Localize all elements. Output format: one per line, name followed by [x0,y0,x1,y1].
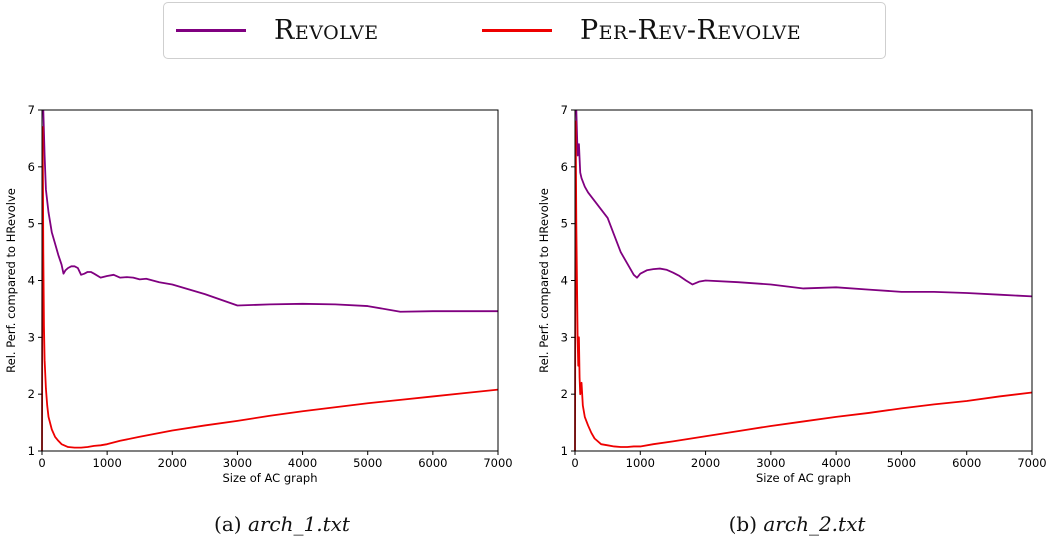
y-tick-label: 5 [561,217,568,231]
y-tick-label: 3 [561,330,568,344]
y-tick-label: 2 [28,387,35,401]
x-tick-label: 3000 [756,456,785,470]
y-tick-label: 1 [28,444,35,458]
x-tick-label: 4000 [288,456,317,470]
y-tick-label: 1 [561,444,568,458]
legend-label-per-rev-revolve: Per-Rev-Revolve [580,15,802,46]
series-line-per-rev-revolve [41,126,499,452]
caption-b: (b) arch_2.txt [729,512,866,536]
y-tick-label: 3 [28,330,35,344]
legend-swatch-revolve [176,29,246,32]
legend-label-revolve: Revolve [274,15,379,46]
caption-a-tag: (a) [214,512,242,536]
caption-b-tag: (b) [728,512,758,536]
x-tick-label: 1000 [93,456,122,470]
y-tick-label: 6 [561,160,568,174]
x-tick-label: 6000 [418,456,447,470]
x-tick-label: 6000 [952,456,981,470]
y-tick-label: 6 [28,160,35,174]
x-tick-label: 2000 [691,456,720,470]
x-axis-title: Size of AC graph [222,471,317,485]
y-tick-label: 4 [561,274,568,288]
x-tick-label: 1000 [626,456,655,470]
x-tick-label: 3000 [223,456,252,470]
y-tick-label: 5 [28,217,35,231]
series-line-per-rev-revolve [574,120,1033,452]
legend-item-per-rev-revolve: Per-Rev-Revolve [482,3,801,58]
x-tick-label: 0 [38,456,45,470]
y-tick-label: 2 [561,387,568,401]
y-tick-label: 7 [28,103,35,117]
chart-panel-b: 0 1000 2000 3000 4000 5000 6000 7000 1 2 3 4 5 6 7 Size… [537,103,1047,485]
legend: Revolve Per-Rev-Revolve [163,2,886,59]
caption-b-file: arch_2.txt [763,512,866,536]
y-axis-title: Rel. Perf. compared to HRevolve [537,188,551,373]
x-tick-label: 2000 [158,456,187,470]
y-axis-title: Rel. Perf. compared to HRevolve [4,188,18,373]
x-tick-label: 7000 [1017,456,1046,470]
x-tick-label: 5000 [887,456,916,470]
x-tick-label: 0 [571,456,578,470]
caption-a-file: arch_1.txt [247,512,350,536]
x-axis-title: Size of AC graph [756,471,851,485]
legend-item-revolve: Revolve [176,3,379,58]
x-tick-label: 4000 [822,456,851,470]
series-line-revolve [575,109,1033,298]
legend-swatch-per-rev-revolve [482,29,552,32]
plot-frame [41,109,499,452]
y-tick-label: 4 [28,274,35,288]
caption-a: (a) arch_1.txt [214,512,350,536]
y-tick-label: 7 [561,103,568,117]
series-line-revolve [42,109,498,313]
chart-panel-a: 0 1000 2000 3000 4000 5000 6000 7000 1 2 3 4 5 6 7 Size… [4,103,513,485]
x-tick-label: 7000 [483,456,512,470]
plot-frame [574,109,1033,452]
x-tick-label: 5000 [353,456,382,470]
